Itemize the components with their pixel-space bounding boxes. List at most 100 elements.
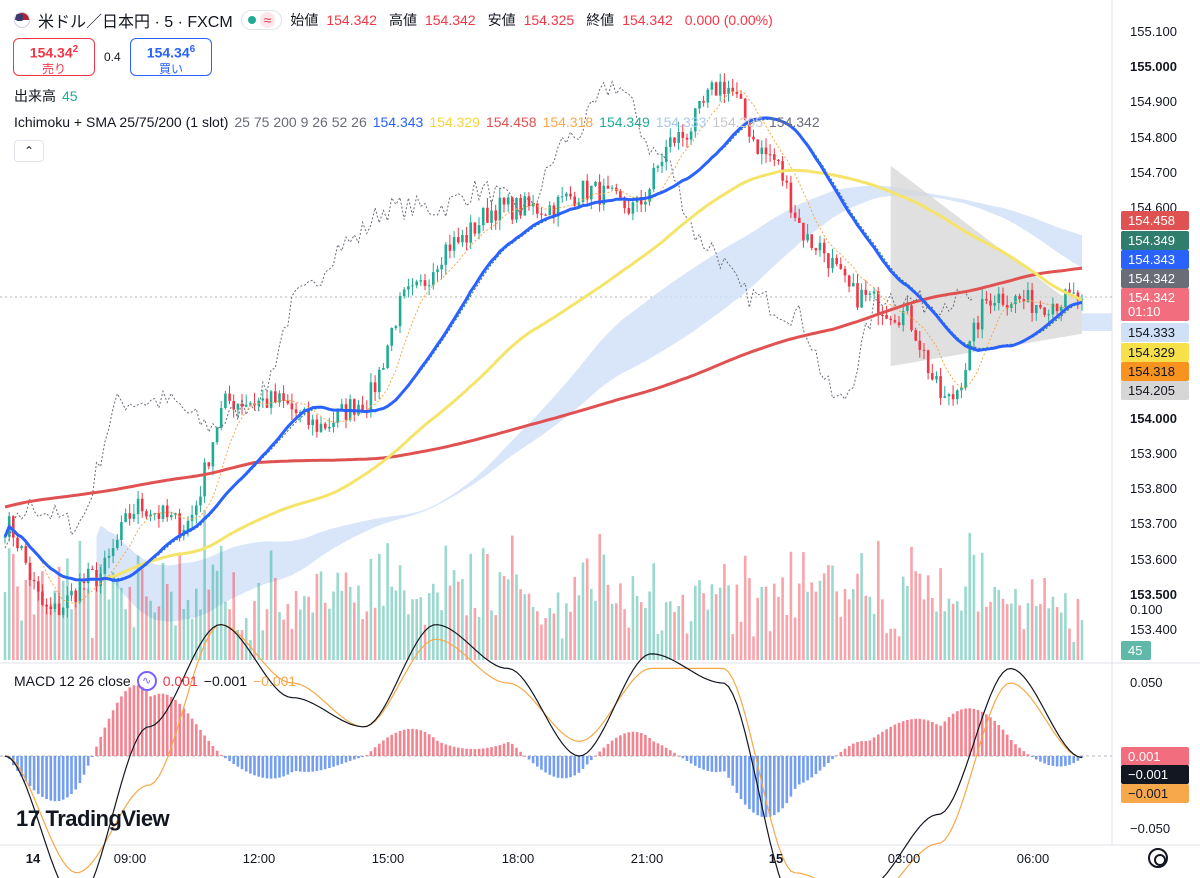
volume-bar — [644, 608, 647, 660]
volume-bar — [951, 603, 955, 660]
candle-body — [802, 222, 805, 241]
macd-hist-bar — [827, 756, 830, 763]
volume-bar — [269, 550, 273, 660]
macd-hist-bar — [802, 756, 805, 783]
volume-bar — [1080, 620, 1084, 660]
candle-body — [536, 203, 539, 214]
candle-body — [897, 322, 901, 326]
volume-bar — [656, 634, 660, 660]
macd-hist-bar — [951, 713, 955, 756]
macd-hist-bar — [170, 696, 173, 756]
candle-body — [290, 403, 294, 410]
volume-bar — [211, 564, 215, 660]
macd-hist-bar — [1043, 756, 1046, 764]
macd-hist-bar — [931, 722, 934, 756]
ichimoku-value-0: 154.343 — [372, 114, 424, 130]
volume-bar — [956, 601, 959, 660]
collapse-legend-button[interactable]: ⌃ — [14, 140, 44, 162]
volume-bar — [328, 608, 331, 660]
volume-bar — [3, 592, 7, 660]
candle-body — [806, 234, 809, 241]
candle-body — [161, 505, 165, 519]
volume-bar — [714, 594, 718, 660]
volume-bar — [452, 570, 456, 660]
macd-hist-bar — [781, 756, 784, 809]
macd-hist-bar — [157, 693, 161, 756]
usd-flag-icon — [14, 12, 30, 28]
symbol-title[interactable]: 米ドル／日本円 · 5 · FXCM — [38, 14, 233, 31]
volume-bar — [789, 551, 793, 660]
time-axis-label: 09:00 — [113, 851, 147, 866]
macd-hist-bar — [494, 746, 497, 756]
macd-hist-bar — [723, 756, 726, 772]
volume-bar — [373, 607, 377, 660]
tradingview-logo[interactable]: 17 TradingView — [16, 806, 170, 832]
volume-bar — [494, 615, 497, 660]
volume-bar — [868, 596, 872, 660]
macd-hist-bar — [947, 717, 951, 756]
candle-body — [16, 537, 19, 549]
macd-name: MACD 12 26 close — [14, 673, 131, 689]
macd-hist-bar — [1035, 756, 1038, 760]
candle-body — [594, 181, 597, 186]
candle-body — [764, 147, 768, 155]
market-status[interactable]: ≈ — [240, 10, 283, 30]
macd-hist-bar — [211, 746, 215, 756]
macd-hist-bar — [689, 756, 693, 764]
sell-button[interactable]: 154.342 売り — [13, 38, 95, 76]
macd-hist-bar — [515, 747, 518, 756]
sma-75-line — [3, 168, 1083, 582]
macd-hist-bar — [57, 756, 61, 801]
candle-body — [1022, 299, 1026, 302]
volume-bar — [170, 591, 173, 660]
tradingview-text: TradingView — [45, 806, 170, 831]
macd-hist-bar — [490, 747, 493, 756]
volume-bar — [798, 583, 801, 660]
volume-legend[interactable]: 出来高 45 — [14, 86, 78, 106]
volume-bar — [195, 588, 198, 660]
volume-bar — [402, 590, 406, 660]
volume-bar — [743, 555, 747, 660]
candle-body — [773, 154, 776, 160]
macd-legend[interactable]: MACD 12 26 close ∿ 0.001 −0.001 −0.001 — [14, 671, 296, 691]
volume-bar — [132, 627, 136, 660]
macd-tag: 0.001 — [1121, 747, 1189, 766]
candle-body — [585, 180, 589, 200]
price-axis-label: 153.900 — [1130, 446, 1177, 462]
macd-hist-bar — [132, 685, 136, 756]
candle-body — [531, 203, 535, 207]
volume-bar — [1047, 608, 1050, 660]
volume-bar — [265, 609, 269, 660]
candle-body — [573, 196, 576, 206]
candle-body — [32, 580, 36, 582]
candle-body — [140, 498, 144, 512]
candle-body — [939, 376, 942, 398]
buy-button[interactable]: 154.346 買い — [130, 38, 212, 76]
candle-body — [523, 196, 527, 216]
volume-bar — [810, 582, 813, 660]
macd-hist-bar — [985, 714, 988, 756]
macd-hist-bar — [877, 734, 880, 756]
ichimoku-legend[interactable]: Ichimoku + SMA 25/75/200 (1 slot) 25 75 … — [14, 114, 820, 130]
volume-bar — [86, 588, 90, 660]
volume-bar — [207, 589, 211, 660]
macd-settings-icon[interactable]: ∿ — [136, 671, 157, 691]
volume-bar — [677, 606, 680, 660]
macd-hist-bar — [336, 756, 339, 766]
macd-hist-bar — [573, 756, 576, 776]
macd-hist-bar — [735, 756, 739, 793]
volume-bar — [232, 572, 235, 660]
candle-body — [461, 235, 464, 243]
macd-hist-bar — [103, 727, 107, 756]
volume-bar — [906, 586, 909, 660]
candle-body — [1055, 303, 1059, 312]
volume-bar — [111, 572, 115, 660]
macd-hist-bar — [116, 702, 119, 756]
volume-bar — [602, 554, 606, 660]
macd-hist-bar — [606, 743, 610, 756]
gear-icon[interactable] — [1148, 848, 1168, 868]
macd-hist-bar — [70, 756, 73, 794]
volume-bar — [1043, 578, 1046, 660]
macd-hist-bar — [939, 725, 942, 756]
